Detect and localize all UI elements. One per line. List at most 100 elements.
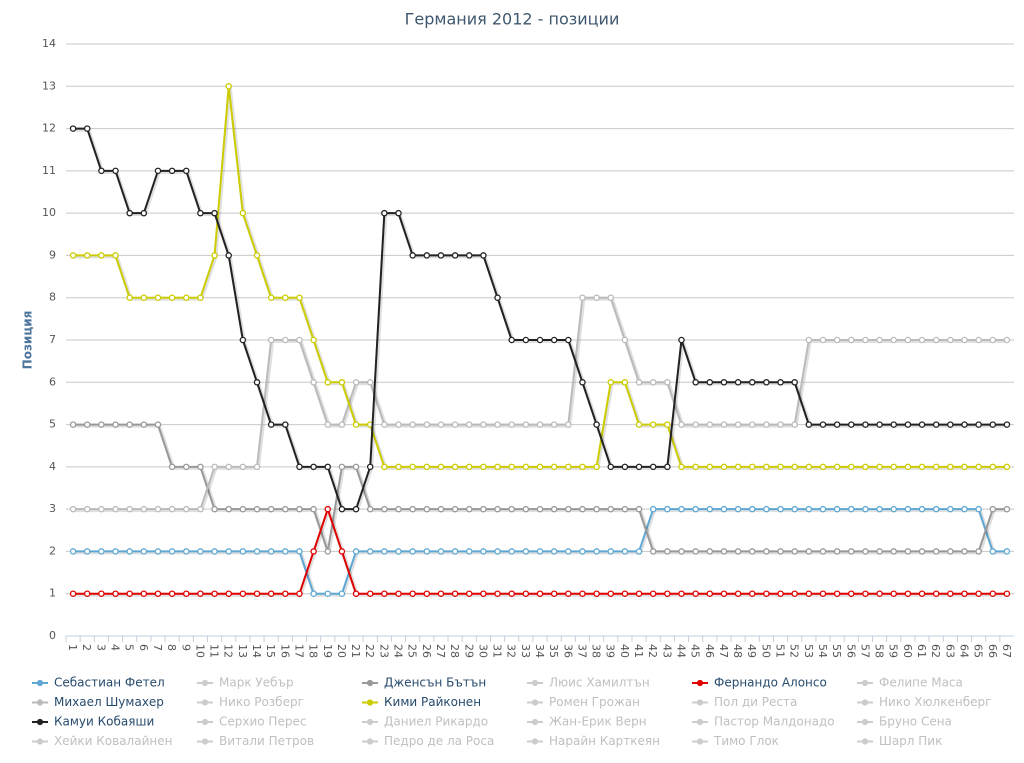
data-point	[466, 590, 473, 597]
data-point	[423, 590, 431, 597]
data-point	[975, 590, 982, 597]
data-point	[69, 125, 77, 132]
data-point	[466, 252, 473, 259]
data-point	[437, 421, 445, 428]
data-point	[83, 548, 91, 555]
data-point	[296, 336, 303, 344]
data-point	[579, 548, 586, 555]
data-point	[763, 548, 770, 555]
data-point	[989, 548, 997, 555]
y-tick-label: 5	[49, 418, 56, 431]
data-point	[253, 463, 261, 471]
data-point	[692, 505, 699, 513]
data-point	[961, 463, 968, 471]
data-point	[183, 590, 190, 597]
data-point	[239, 209, 247, 217]
data-point	[550, 421, 558, 428]
data-point	[197, 590, 204, 597]
data-point	[593, 548, 600, 555]
data-point	[168, 167, 176, 175]
series-line	[73, 86, 1007, 468]
data-point	[989, 505, 997, 513]
data-point	[791, 548, 798, 555]
data-point	[763, 505, 770, 513]
y-tick-label: 10	[42, 206, 56, 219]
data-point	[282, 336, 289, 344]
data-point	[734, 590, 742, 597]
x-tick-label: 66	[986, 644, 999, 658]
data-point	[720, 421, 728, 428]
data-point	[522, 505, 530, 513]
data-point	[211, 548, 218, 555]
x-tick-label: 2	[80, 644, 93, 651]
x-tick-label: 62	[929, 644, 942, 658]
data-point	[197, 548, 204, 555]
data-point	[664, 548, 671, 555]
data-point	[932, 421, 940, 428]
data-point	[664, 590, 671, 597]
y-tick-label: 12	[42, 122, 56, 135]
data-point	[168, 463, 176, 471]
x-tick-label: 9	[179, 644, 192, 651]
data-point	[565, 590, 572, 597]
data-point	[805, 463, 813, 471]
data-point	[253, 590, 261, 597]
x-tick-label: 6	[137, 644, 150, 651]
data-point	[706, 421, 714, 428]
data-point	[239, 505, 247, 513]
legend-marker	[201, 699, 209, 706]
data-point	[692, 421, 699, 428]
data-point	[112, 252, 119, 259]
legend-marker	[201, 718, 209, 726]
data-point	[579, 294, 586, 301]
data-point	[324, 590, 332, 597]
x-tick-label: 40	[618, 644, 631, 658]
data-point	[876, 590, 883, 597]
data-point	[494, 590, 501, 597]
x-tick-label: 33	[519, 644, 532, 658]
legend-marker	[861, 679, 869, 687]
data-point	[848, 548, 855, 555]
data-point	[734, 548, 742, 555]
x-tick-label: 56	[844, 644, 857, 658]
x-tick-label: 64	[957, 644, 970, 658]
data-point	[451, 505, 459, 513]
data-point	[536, 463, 544, 471]
legend-label: Жан-Ерик Верн	[549, 715, 647, 729]
data-point	[649, 421, 657, 428]
x-tick-label: 37	[575, 644, 588, 658]
data-point	[720, 463, 728, 471]
data-point	[848, 463, 855, 471]
data-point	[635, 463, 643, 471]
data-point	[1003, 463, 1011, 471]
data-point	[522, 590, 530, 597]
data-point	[862, 463, 869, 471]
data-point	[197, 505, 204, 513]
data-point	[565, 548, 572, 555]
y-tick-label: 11	[42, 164, 56, 177]
legend-marker	[531, 679, 539, 687]
data-point	[734, 379, 742, 386]
data-point	[98, 548, 105, 555]
data-point	[409, 505, 416, 513]
data-point	[536, 505, 544, 513]
data-point	[310, 505, 317, 513]
x-tick-label: 20	[335, 644, 348, 658]
data-point	[69, 590, 77, 597]
y-tick-label: 1	[49, 587, 56, 600]
data-point	[211, 463, 218, 471]
data-point	[225, 463, 232, 471]
data-point	[975, 505, 982, 513]
data-point	[621, 336, 629, 344]
data-point	[706, 548, 714, 555]
data-point	[154, 294, 162, 301]
data-point	[607, 590, 614, 597]
data-point	[706, 590, 714, 597]
data-point	[805, 505, 813, 513]
data-point	[522, 463, 530, 471]
data-point	[211, 209, 218, 217]
data-point	[848, 590, 855, 597]
legend-marker	[696, 679, 704, 687]
data-point	[961, 548, 968, 555]
data-point	[833, 548, 841, 555]
